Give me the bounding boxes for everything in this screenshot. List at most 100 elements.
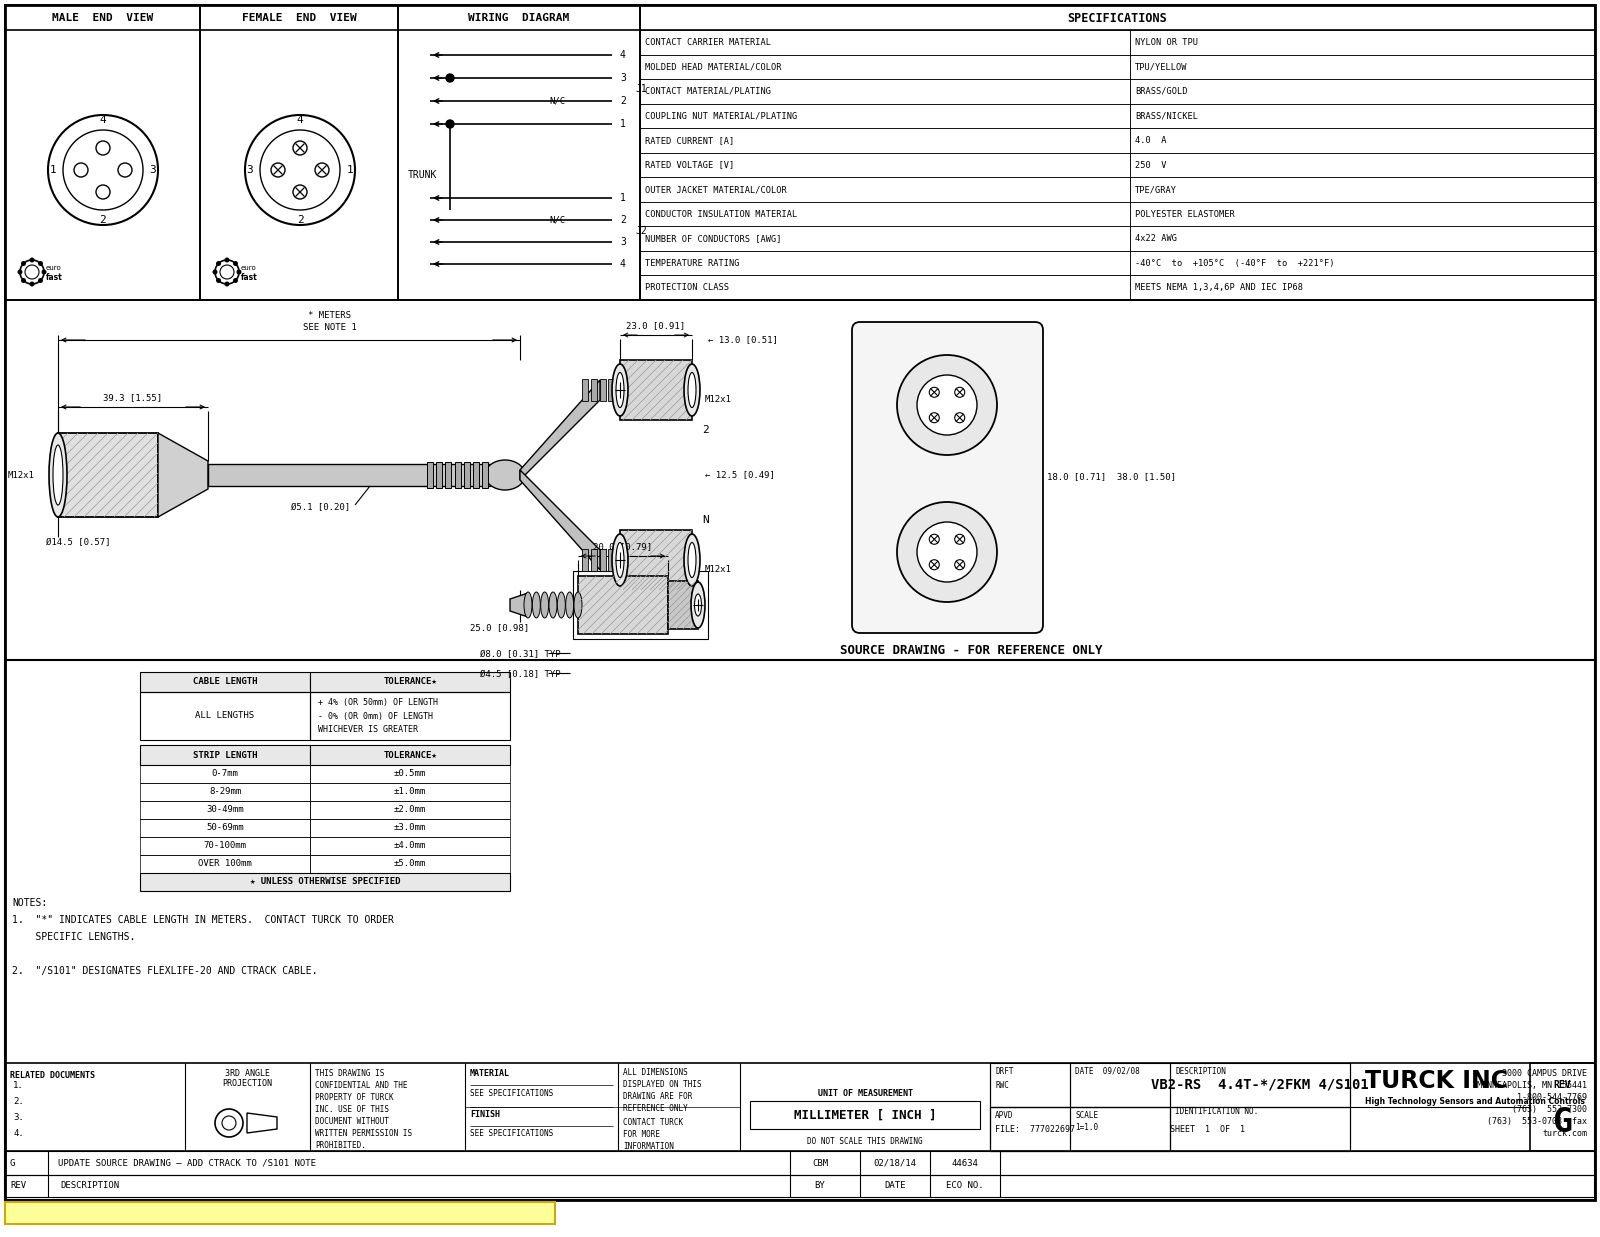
Ellipse shape <box>616 543 624 578</box>
Bar <box>1130 152 1595 177</box>
Circle shape <box>930 413 939 423</box>
Text: euro: euro <box>242 265 256 271</box>
Bar <box>640 104 1130 129</box>
Bar <box>990 1063 1070 1107</box>
Bar <box>141 783 310 802</box>
Text: M12x1: M12x1 <box>8 470 35 480</box>
Bar <box>640 54 1130 79</box>
Bar <box>141 802 310 819</box>
Circle shape <box>216 278 221 283</box>
FancyBboxPatch shape <box>851 322 1043 633</box>
Text: MATERIAL: MATERIAL <box>470 1069 510 1077</box>
Bar <box>1130 30 1595 54</box>
Bar <box>640 251 1130 276</box>
Bar <box>1070 1063 1170 1107</box>
Bar <box>141 819 310 837</box>
Circle shape <box>118 163 131 177</box>
Ellipse shape <box>549 593 557 618</box>
Circle shape <box>955 413 965 423</box>
Circle shape <box>42 270 46 275</box>
Text: Ø14.5 [0.57]: Ø14.5 [0.57] <box>46 538 110 548</box>
Text: WRITTEN PERMISSION IS: WRITTEN PERMISSION IS <box>315 1129 413 1138</box>
Text: CONTACT MATERIAL/PLATING: CONTACT MATERIAL/PLATING <box>645 87 771 95</box>
Text: MILLIMETER [ INCH ]: MILLIMETER [ INCH ] <box>794 1108 936 1122</box>
Polygon shape <box>246 1113 277 1133</box>
Text: Ø4.5 [0.18] TYP: Ø4.5 [0.18] TYP <box>480 670 560 679</box>
Text: High Technology Sensors and Automation Controls: High Technology Sensors and Automation C… <box>1365 1096 1586 1106</box>
Circle shape <box>446 120 454 127</box>
Text: G: G <box>1552 1107 1573 1139</box>
Bar <box>1130 129 1595 152</box>
Text: ALL DIMENSIONS: ALL DIMENSIONS <box>622 1068 688 1077</box>
Text: N/C: N/C <box>549 96 565 105</box>
Text: 1: 1 <box>621 119 626 129</box>
Text: SPECIFIC LENGTHS.: SPECIFIC LENGTHS. <box>13 931 136 943</box>
Bar <box>608 379 614 401</box>
Ellipse shape <box>616 372 624 407</box>
Bar <box>310 672 510 691</box>
Text: FEMALE  END  VIEW: FEMALE END VIEW <box>242 14 357 24</box>
Bar <box>1130 276 1595 301</box>
Ellipse shape <box>541 593 549 618</box>
Text: RWC: RWC <box>995 1080 1010 1090</box>
Ellipse shape <box>574 593 582 618</box>
Polygon shape <box>520 380 600 480</box>
Text: FINISH: FINISH <box>470 1110 499 1119</box>
Text: ±1.0mm: ±1.0mm <box>394 788 426 797</box>
Text: NYLON OR TPU: NYLON OR TPU <box>1134 38 1198 47</box>
Text: REV: REV <box>1554 1080 1571 1090</box>
Text: FOR MORE: FOR MORE <box>622 1131 661 1139</box>
Bar <box>640 202 1130 226</box>
Text: 1=1.0: 1=1.0 <box>1075 1122 1098 1132</box>
Polygon shape <box>510 593 528 617</box>
Bar <box>310 691 510 740</box>
Ellipse shape <box>245 115 355 225</box>
Text: 25.0 [0.98]: 25.0 [0.98] <box>470 623 530 632</box>
Bar <box>1170 1063 1350 1107</box>
Text: BY: BY <box>814 1181 826 1190</box>
Text: 250  V: 250 V <box>1134 161 1166 169</box>
Text: TOLERANCE★: TOLERANCE★ <box>382 751 437 760</box>
Ellipse shape <box>533 593 541 618</box>
Circle shape <box>216 261 221 266</box>
Text: SCALE: SCALE <box>1075 1111 1098 1119</box>
Text: 3000 CAMPUS DRIVE: 3000 CAMPUS DRIVE <box>1502 1069 1587 1077</box>
Text: DATE: DATE <box>885 1181 906 1190</box>
Bar <box>208 464 490 486</box>
Text: INFORMATION: INFORMATION <box>622 1142 674 1150</box>
Ellipse shape <box>685 534 701 586</box>
Circle shape <box>29 257 35 262</box>
Ellipse shape <box>485 460 525 490</box>
Text: 2.: 2. <box>13 1096 24 1106</box>
Text: 3: 3 <box>621 73 626 83</box>
Circle shape <box>38 261 43 266</box>
Text: 4.0  A: 4.0 A <box>1134 136 1166 145</box>
Bar <box>5 1202 555 1223</box>
Circle shape <box>96 186 110 199</box>
Text: 1: 1 <box>621 193 626 203</box>
Text: euro: euro <box>46 265 62 271</box>
Text: SOURCE DRAWING - FOR REFERENCE ONLY: SOURCE DRAWING - FOR REFERENCE ONLY <box>840 643 1102 657</box>
Text: 39.3 [1.55]: 39.3 [1.55] <box>104 393 163 402</box>
Bar <box>427 461 434 489</box>
Text: ±0.5mm: ±0.5mm <box>394 769 426 778</box>
Circle shape <box>917 522 978 581</box>
Bar <box>482 461 488 489</box>
Text: COUPLING NUT MATERIAL/PLATING: COUPLING NUT MATERIAL/PLATING <box>645 111 797 120</box>
Text: CONFIDENTIAL AND THE: CONFIDENTIAL AND THE <box>315 1081 408 1090</box>
Circle shape <box>224 257 229 262</box>
Text: DESCRIPTION: DESCRIPTION <box>61 1181 118 1190</box>
Circle shape <box>898 502 997 602</box>
Ellipse shape <box>611 534 627 586</box>
Circle shape <box>234 261 238 266</box>
Text: fast: fast <box>242 273 258 282</box>
Text: -40°C  to  +105°C  (-40°F  to  +221°F): -40°C to +105°C (-40°F to +221°F) <box>1134 259 1334 267</box>
Bar <box>141 873 510 891</box>
Text: WHICHEVER IS GREATER: WHICHEVER IS GREATER <box>318 725 418 735</box>
Text: 30-49mm: 30-49mm <box>206 805 243 814</box>
Text: DESCRIPTION: DESCRIPTION <box>1174 1066 1226 1075</box>
Text: TRUNK: TRUNK <box>408 169 437 181</box>
Circle shape <box>930 534 939 544</box>
Ellipse shape <box>50 433 67 517</box>
Circle shape <box>446 74 454 82</box>
